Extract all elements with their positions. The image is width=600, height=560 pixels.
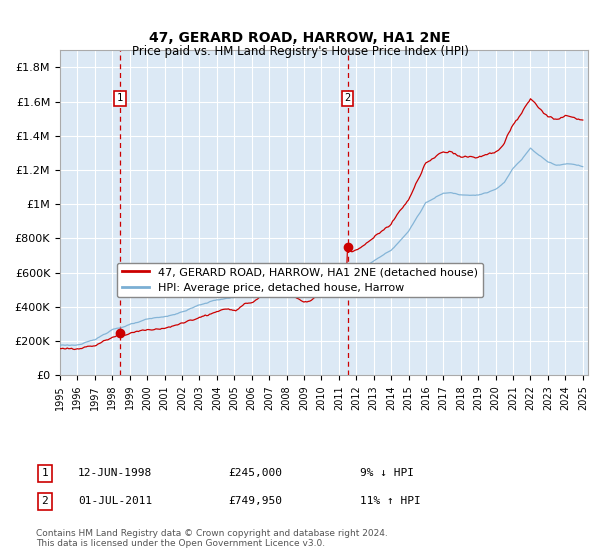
Text: £749,950: £749,950 xyxy=(228,496,282,506)
Text: 2: 2 xyxy=(41,496,49,506)
Text: Contains HM Land Registry data © Crown copyright and database right 2024.
This d: Contains HM Land Registry data © Crown c… xyxy=(36,529,388,548)
Text: 1: 1 xyxy=(41,468,49,478)
Text: 01-JUL-2011: 01-JUL-2011 xyxy=(78,496,152,506)
Text: 12-JUN-1998: 12-JUN-1998 xyxy=(78,468,152,478)
Text: 9% ↓ HPI: 9% ↓ HPI xyxy=(360,468,414,478)
Text: 2: 2 xyxy=(344,94,350,103)
Legend: 47, GERARD ROAD, HARROW, HA1 2NE (detached house), HPI: Average price, detached : 47, GERARD ROAD, HARROW, HA1 2NE (detach… xyxy=(117,263,483,297)
Text: Price paid vs. HM Land Registry's House Price Index (HPI): Price paid vs. HM Land Registry's House … xyxy=(131,45,469,58)
Text: 11% ↑ HPI: 11% ↑ HPI xyxy=(360,496,421,506)
Text: £245,000: £245,000 xyxy=(228,468,282,478)
Text: 1: 1 xyxy=(117,94,123,103)
Text: 47, GERARD ROAD, HARROW, HA1 2NE: 47, GERARD ROAD, HARROW, HA1 2NE xyxy=(149,31,451,45)
